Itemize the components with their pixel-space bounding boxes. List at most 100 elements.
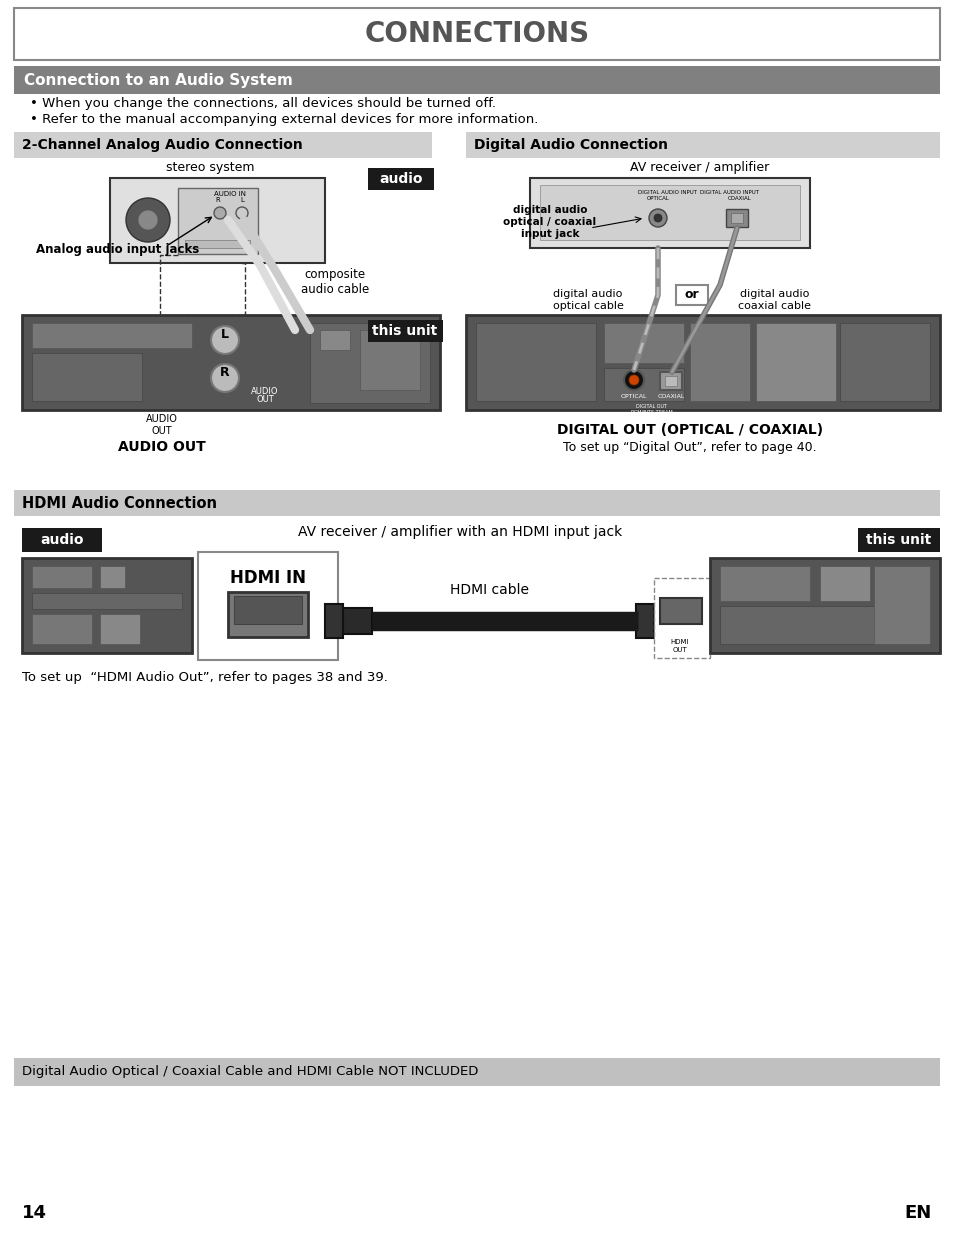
Text: AV receiver / amplifier with an HDMI input jack: AV receiver / amplifier with an HDMI inp…	[297, 525, 621, 538]
Text: stereo system: stereo system	[166, 162, 254, 174]
Bar	[32, 353, 142, 401]
Bar	[14, 7, 939, 61]
Bar	[32, 566, 91, 588]
Bar	[730, 212, 742, 224]
Bar	[664, 375, 677, 387]
Bar	[14, 490, 939, 516]
Text: AV receiver / amplifier: AV receiver / amplifier	[630, 162, 769, 174]
Text: To set up  “HDMI Audio Out”, refer to pages 38 and 39.: To set up “HDMI Audio Out”, refer to pag…	[22, 672, 388, 684]
Bar	[720, 566, 809, 601]
Bar	[22, 315, 439, 410]
Text: HDMI cable: HDMI cable	[450, 583, 529, 597]
Circle shape	[628, 375, 639, 385]
Text: COAXIAL: COAXIAL	[727, 196, 751, 201]
Text: digital audio
optical / coaxial
input jack: digital audio optical / coaxial input ja…	[503, 205, 596, 238]
Text: this unit: this unit	[865, 534, 931, 547]
Bar	[873, 566, 929, 643]
Text: or: or	[684, 289, 699, 301]
Circle shape	[211, 326, 239, 354]
Text: digital audio
coaxial cable: digital audio coaxial cable	[738, 289, 811, 311]
Text: audio: audio	[40, 534, 84, 547]
Bar	[539, 185, 800, 240]
Text: • When you change the connections, all devices should be turned off.: • When you change the connections, all d…	[30, 98, 496, 110]
Bar	[14, 1058, 939, 1086]
Circle shape	[623, 370, 643, 390]
Text: this unit: this unit	[372, 324, 437, 338]
Bar	[22, 558, 192, 653]
Text: HDMI: HDMI	[670, 638, 688, 645]
Text: 2-Channel Analog Audio Connection: 2-Channel Analog Audio Connection	[22, 138, 302, 152]
Text: 14: 14	[22, 1204, 47, 1221]
Bar	[233, 597, 302, 624]
Circle shape	[211, 364, 239, 391]
Text: DIGITAL OUT: DIGITAL OUT	[636, 404, 667, 409]
Text: AUDIO IN: AUDIO IN	[213, 191, 246, 198]
Text: AUDIO OUT: AUDIO OUT	[118, 440, 206, 454]
Text: DIGITAL OUT (OPTICAL / COAXIAL): DIGITAL OUT (OPTICAL / COAXIAL)	[557, 424, 822, 437]
Circle shape	[654, 214, 661, 222]
Bar	[368, 168, 434, 190]
Text: R: R	[220, 366, 230, 378]
Bar	[32, 324, 192, 348]
Bar	[100, 614, 140, 643]
Bar	[319, 330, 350, 350]
Text: To set up “Digital Out”, refer to page 40.: To set up “Digital Out”, refer to page 4…	[562, 441, 816, 454]
Bar	[603, 324, 683, 363]
Bar	[228, 592, 308, 637]
Text: L: L	[221, 327, 229, 341]
Text: OUT: OUT	[255, 395, 274, 405]
Bar	[725, 209, 747, 227]
Text: • Refer to the manual accompanying external devices for more information.: • Refer to the manual accompanying exter…	[30, 112, 537, 126]
Bar	[198, 552, 337, 659]
Bar	[100, 566, 125, 588]
Bar	[465, 132, 939, 158]
Text: DIGITAL AUDIO INPUT: DIGITAL AUDIO INPUT	[700, 190, 759, 195]
Bar	[185, 240, 250, 248]
Circle shape	[138, 210, 158, 230]
Text: PCM/BITS TREAM: PCM/BITS TREAM	[631, 410, 672, 415]
Bar	[310, 324, 430, 403]
Bar	[465, 315, 939, 410]
Bar	[755, 324, 835, 401]
Bar	[654, 578, 709, 658]
Text: Digital Audio Connection: Digital Audio Connection	[474, 138, 667, 152]
Text: OPTICAL: OPTICAL	[646, 196, 669, 201]
Text: audio: audio	[379, 172, 422, 186]
Bar	[14, 65, 939, 94]
Bar	[368, 320, 442, 342]
Text: HDMI IN: HDMI IN	[230, 569, 306, 587]
Bar	[636, 604, 654, 638]
Bar	[32, 614, 91, 643]
Text: HDMI Audio Connection: HDMI Audio Connection	[22, 495, 216, 510]
Circle shape	[126, 198, 170, 242]
Text: Connection to an Audio System: Connection to an Audio System	[24, 73, 293, 88]
Bar	[32, 593, 182, 609]
Bar	[676, 285, 707, 305]
Text: COAXIAL: COAXIAL	[657, 394, 684, 399]
Bar	[22, 529, 102, 552]
Bar	[530, 178, 809, 248]
Text: OUT: OUT	[672, 647, 687, 653]
Bar	[857, 529, 939, 552]
Bar	[110, 178, 325, 263]
Bar	[689, 324, 749, 401]
Circle shape	[213, 207, 226, 219]
Bar	[603, 368, 683, 401]
Bar	[178, 188, 257, 254]
Bar	[659, 598, 701, 624]
Circle shape	[648, 209, 666, 227]
Bar	[325, 604, 343, 638]
Text: AUDIO
OUT: AUDIO OUT	[146, 414, 178, 436]
Bar	[476, 324, 596, 401]
Text: digital audio
optical cable: digital audio optical cable	[552, 289, 622, 311]
Text: composite
audio cable: composite audio cable	[300, 268, 369, 296]
Text: Digital Audio Optical / Coaxial Cable and HDMI Cable NOT INCLUDED: Digital Audio Optical / Coaxial Cable an…	[22, 1066, 477, 1078]
Bar	[720, 606, 924, 643]
Bar	[820, 566, 869, 601]
Bar	[659, 372, 681, 390]
Bar	[359, 330, 419, 390]
Circle shape	[235, 207, 248, 219]
Text: CONNECTIONS: CONNECTIONS	[364, 20, 589, 48]
Text: OPTICAL: OPTICAL	[620, 394, 646, 399]
Text: R         L: R L	[215, 198, 244, 203]
